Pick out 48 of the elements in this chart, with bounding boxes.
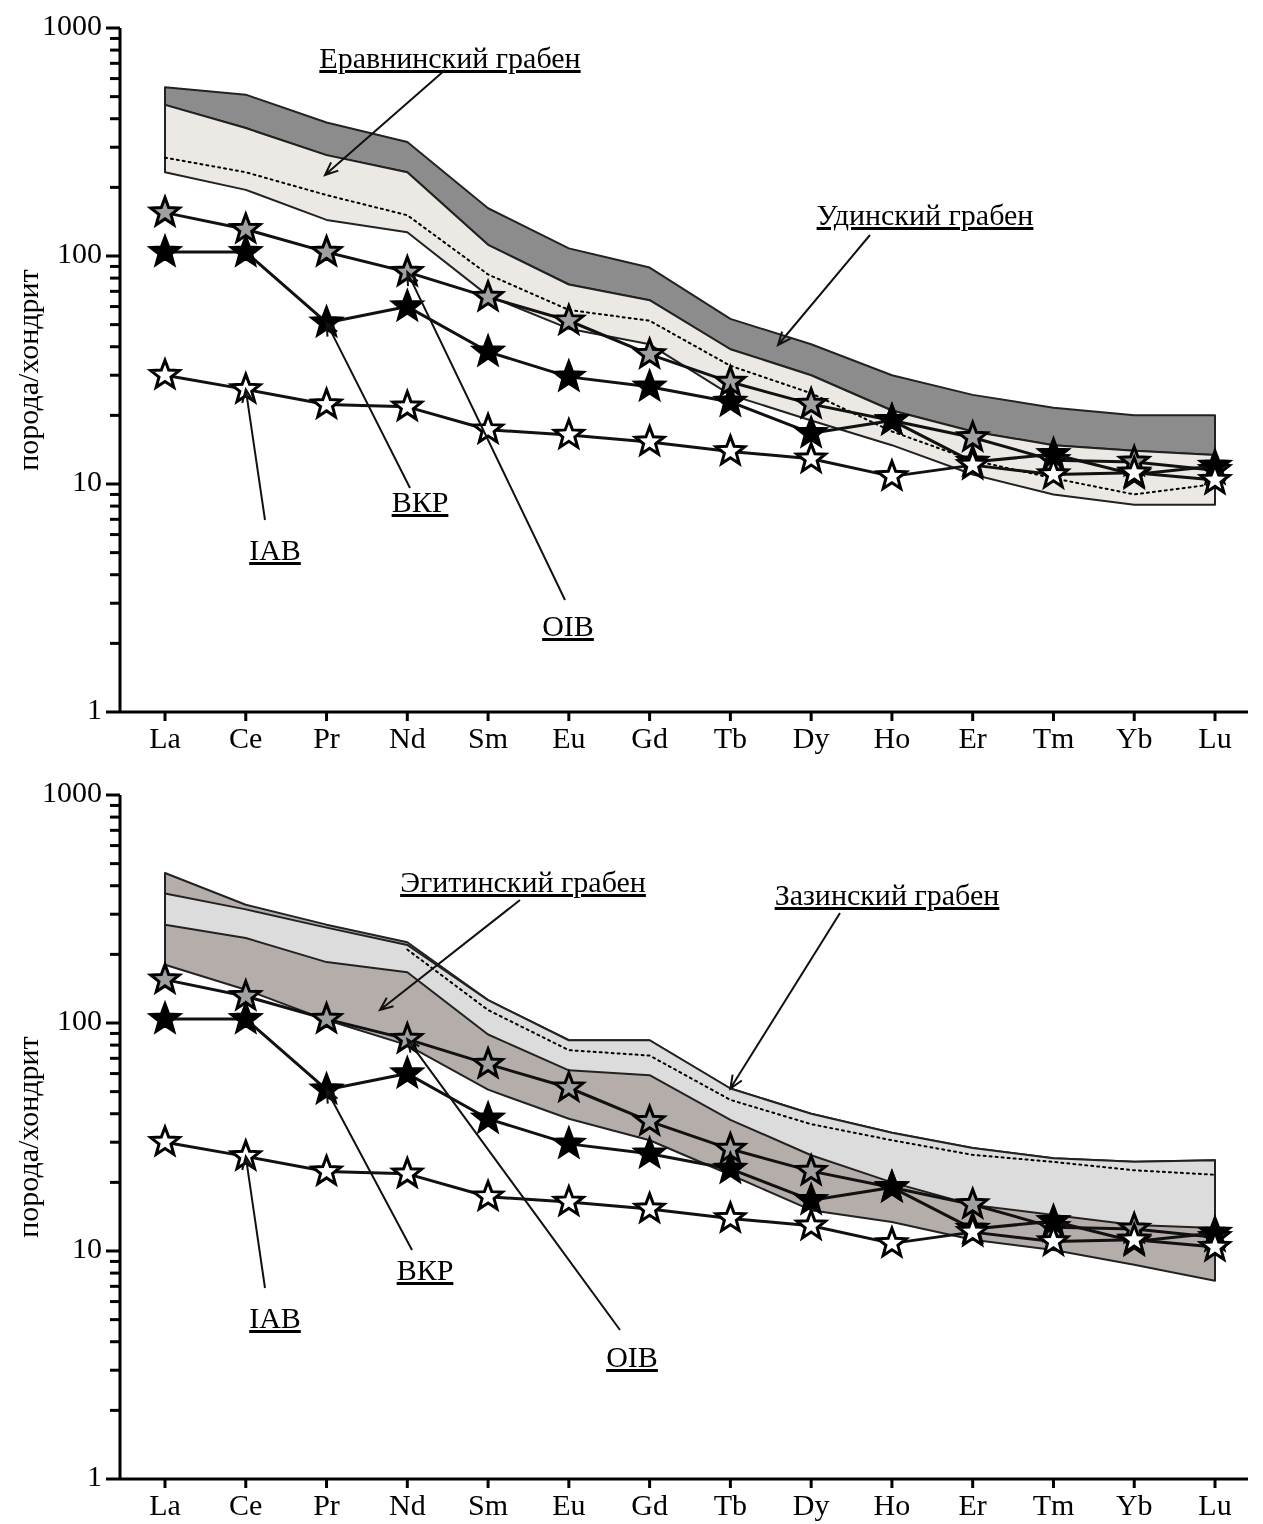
y-tick-label: 100	[57, 235, 102, 269]
annotation: IAB	[249, 533, 301, 566]
x-tick-label: Nd	[388, 1488, 426, 1521]
x-tick-label: Dy	[792, 721, 830, 754]
x-tick-label: Yb	[1115, 1488, 1153, 1521]
annotation: Эгитинский грабен	[400, 865, 646, 898]
x-tick-label: Tm	[1032, 1488, 1075, 1521]
y-tick-label: 10	[72, 1230, 102, 1264]
x-tick-label: Tb	[713, 721, 748, 754]
x-tick-label: Er	[958, 721, 987, 754]
y-tick-label: 1000	[42, 7, 102, 41]
x-tick-label: Lu	[1198, 1488, 1232, 1521]
annotation: Еравнинский грабен	[319, 41, 581, 74]
x-tick-label: Ce	[229, 1488, 263, 1521]
annotation: IAB	[249, 1301, 301, 1334]
annotation: Зазинский грабен	[774, 878, 1000, 911]
x-tick-label: Tb	[713, 1488, 748, 1521]
x-tick-label: Er	[958, 1488, 987, 1521]
x-tick-label: Tm	[1032, 721, 1075, 754]
y-tick-label: 1	[87, 1458, 102, 1492]
annotation: Удинский грабен	[816, 198, 1034, 231]
x-tick-label: Ho	[873, 1488, 911, 1521]
y-axis-title: порода/хондрит	[11, 1036, 44, 1238]
x-tick-label: Pr	[313, 1488, 340, 1521]
y-axis-title: порода/хондрит	[11, 269, 44, 471]
y-tick-label: 1000	[42, 774, 102, 808]
annotation: OIB	[606, 1340, 658, 1373]
annotation: OIB	[542, 609, 594, 642]
x-tick-label: La	[149, 721, 181, 754]
x-tick-label: Pr	[313, 721, 340, 754]
annotation: ВКР	[391, 485, 449, 518]
x-tick-label: Yb	[1115, 721, 1153, 754]
y-tick-label: 10	[72, 463, 102, 497]
x-tick-label: Eu	[552, 721, 586, 754]
x-tick-label: Gd	[631, 721, 668, 754]
annotation: ВКР	[396, 1253, 454, 1286]
x-tick-label: Sm	[468, 1488, 509, 1521]
x-tick-label: Eu	[552, 1488, 586, 1521]
x-tick-label: Ce	[229, 721, 263, 754]
x-tick-label: Gd	[631, 1488, 668, 1521]
x-tick-label: Lu	[1198, 721, 1232, 754]
x-tick-label: Ho	[873, 721, 911, 754]
x-tick-label: Sm	[468, 721, 509, 754]
x-tick-label: Dy	[792, 1488, 830, 1521]
y-tick-label: 100	[57, 1002, 102, 1036]
x-tick-label: La	[149, 1488, 181, 1521]
x-tick-label: Nd	[388, 721, 426, 754]
y-tick-label: 1	[87, 691, 102, 725]
